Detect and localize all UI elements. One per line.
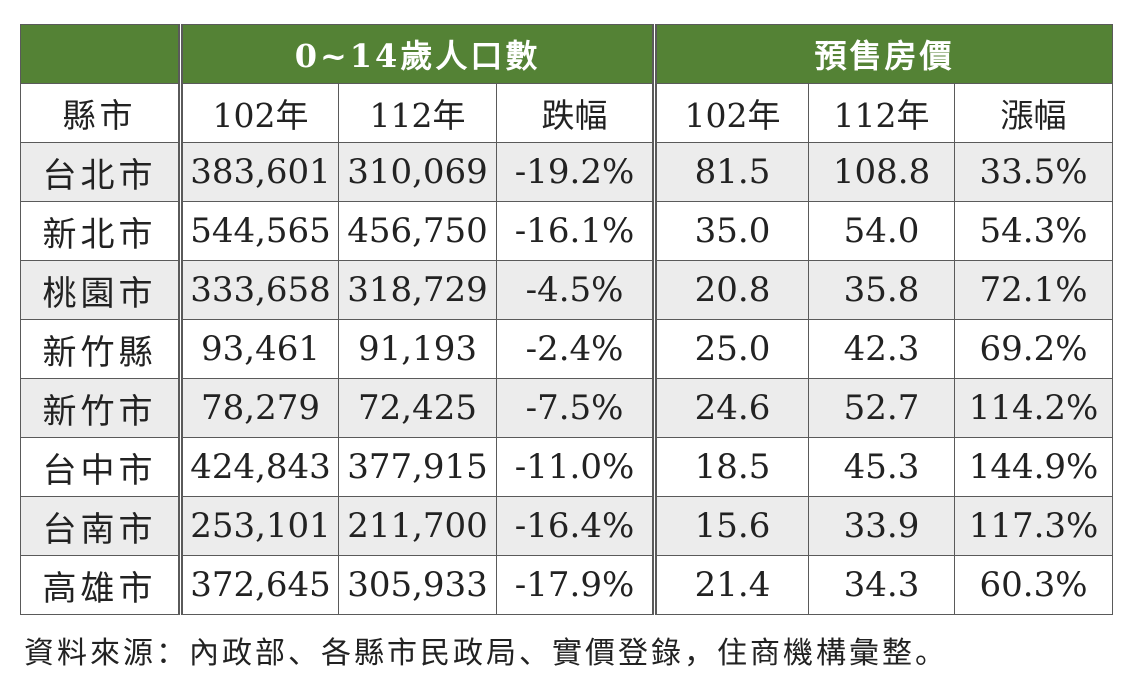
cell-city: 新竹縣 (20, 319, 183, 379)
cell-pop-102: 78,279 (180, 378, 339, 438)
column-header-price-102: 102年 (654, 83, 810, 143)
cell-price-102: 15.6 (654, 496, 810, 556)
column-header-pop-change: 跌幅 (495, 83, 658, 143)
cell-pop-102: 424,843 (180, 437, 339, 497)
cell-price-112: 33.9 (808, 496, 956, 556)
cell-price-112: 108.8 (808, 142, 956, 202)
cell-price-change: 60.3% (954, 555, 1114, 615)
cell-price-102: 35.0 (654, 201, 810, 261)
cell-pop-change: -19.2% (495, 142, 658, 202)
cell-pop-102: 93,461 (180, 319, 339, 379)
cell-city: 新竹市 (20, 378, 183, 438)
cell-pop-112: 456,750 (338, 201, 497, 261)
column-header-row: 縣市 102年 112年 跌幅 102年 112年 漲幅 (20, 83, 1114, 143)
cell-price-112: 35.8 (808, 260, 956, 320)
cell-pop-112: 72,425 (338, 378, 497, 438)
table-row: 台南市 253,101 211,700 -16.4% 15.6 33.9 117.3% (20, 496, 1114, 556)
cell-price-change: 117.3% (954, 496, 1114, 556)
cell-pop-112: 310,069 (338, 142, 497, 202)
cell-pop-112: 305,933 (338, 555, 497, 615)
cell-price-102: 21.4 (654, 555, 810, 615)
table-row: 新竹縣 93,461 91,193 -2.4% 25.0 42.3 69.2% (20, 319, 1114, 379)
column-header-price-change: 漲幅 (954, 83, 1114, 143)
population-group-header: 0~14歲人口數 (179, 24, 658, 84)
cell-pop-102: 544,565 (180, 201, 339, 261)
cell-pop-change: -2.4% (495, 319, 658, 379)
table-row: 新竹市 78,279 72,425 -7.5% 24.6 52.7 114.2% (20, 378, 1114, 438)
cell-price-change: 114.2% (954, 378, 1114, 438)
cell-price-112: 54.0 (808, 201, 956, 261)
group-header-empty (20, 24, 183, 84)
cell-price-112: 45.3 (808, 437, 956, 497)
source-note: 資料來源：內政部、各縣市民政局、實價登錄，住商機構彙整。 (24, 636, 948, 671)
cell-city: 新北市 (20, 201, 183, 261)
cell-city: 台南市 (20, 496, 183, 556)
cell-price-change: 144.9% (954, 437, 1114, 497)
cell-pop-102: 383,601 (180, 142, 339, 202)
cell-price-102: 24.6 (654, 378, 810, 438)
cell-price-102: 18.5 (654, 437, 810, 497)
cell-pop-112: 91,193 (338, 319, 497, 379)
cell-price-change: 69.2% (954, 319, 1114, 379)
cell-price-112: 52.7 (808, 378, 956, 438)
cell-pop-change: -17.9% (495, 555, 658, 615)
table-row: 台中市 424,843 377,915 -11.0% 18.5 45.3 144.9% (20, 437, 1114, 497)
cell-pop-102: 253,101 (180, 496, 339, 556)
cell-pop-102: 333,658 (180, 260, 339, 320)
group-header-row: 0~14歲人口數 預售房價 (20, 24, 1114, 84)
table-container: 0~14歲人口數 預售房價 縣市 102年 112年 跌幅 102年 112年 … (20, 24, 1114, 615)
column-header-city: 縣市 (20, 83, 183, 143)
cell-city: 台中市 (20, 437, 183, 497)
cell-price-112: 34.3 (808, 555, 956, 615)
cell-pop-102: 372,645 (180, 555, 339, 615)
cell-price-102: 81.5 (654, 142, 810, 202)
cell-city: 桃園市 (20, 260, 183, 320)
population-price-table: 0~14歲人口數 預售房價 縣市 102年 112年 跌幅 102年 112年 … (20, 24, 1114, 615)
cell-price-112: 42.3 (808, 319, 956, 379)
table-row: 台北市 383,601 310,069 -19.2% 81.5 108.8 33.5% (20, 142, 1114, 202)
cell-pop-112: 377,915 (338, 437, 497, 497)
cell-price-102: 20.8 (654, 260, 810, 320)
cell-pop-change: -4.5% (495, 260, 658, 320)
cell-price-change: 33.5% (954, 142, 1114, 202)
column-header-pop-112: 112年 (338, 83, 497, 143)
cell-pop-112: 211,700 (338, 496, 497, 556)
table-row: 高雄市 372,645 305,933 -17.9% 21.4 34.3 60.3% (20, 555, 1114, 615)
cell-city: 高雄市 (20, 555, 183, 615)
column-header-price-112: 112年 (808, 83, 956, 143)
cell-price-change: 72.1% (954, 260, 1114, 320)
cell-price-change: 54.3% (954, 201, 1114, 261)
table-row: 桃園市 333,658 318,729 -4.5% 20.8 35.8 72.1% (20, 260, 1114, 320)
table-row: 新北市 544,565 456,750 -16.1% 35.0 54.0 54.3% (20, 201, 1114, 261)
cell-pop-change: -16.4% (495, 496, 658, 556)
cell-pop-change: -16.1% (495, 201, 658, 261)
cell-pop-change: -7.5% (495, 378, 658, 438)
column-header-pop-102: 102年 (180, 83, 339, 143)
cell-price-102: 25.0 (654, 319, 810, 379)
cell-city: 台北市 (20, 142, 183, 202)
cell-pop-change: -11.0% (495, 437, 658, 497)
price-group-header: 預售房價 (654, 24, 1114, 84)
cell-pop-112: 318,729 (338, 260, 497, 320)
